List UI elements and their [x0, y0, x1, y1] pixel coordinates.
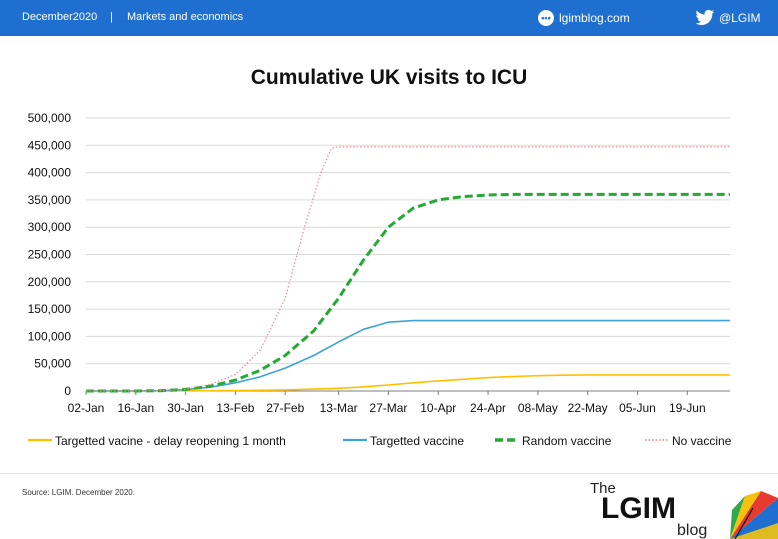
- y-tick-label: 200,000: [28, 275, 72, 289]
- icu-line-chart: Cumulative UK visits to ICU 0 50,000 100,0…: [28, 66, 732, 448]
- header-bar: December2020 | Markets and economics •••…: [0, 0, 778, 36]
- twitter-handle: @LGIM: [719, 11, 761, 25]
- chart-title: Cumulative UK visits to ICU: [251, 66, 528, 89]
- x-tick-label: 22-May: [568, 401, 608, 415]
- series-line: [86, 319, 730, 392]
- y-tick-label: 50,000: [34, 357, 71, 371]
- x-tick-label: 13-Mar: [320, 401, 358, 415]
- blog-url: lgimblog.com: [559, 11, 630, 25]
- series-line: [86, 146, 730, 392]
- twitter-bird-icon: [695, 9, 715, 25]
- legend-label: No vaccine: [672, 434, 732, 448]
- legend-label: Targetted vacine - delay reopening 1 mon…: [55, 434, 286, 448]
- x-tick-label: 24-Apr: [470, 401, 506, 415]
- header-separator: |: [110, 11, 113, 23]
- x-tick-label: 27-Feb: [266, 401, 304, 415]
- legend: Targetted vacine - delay reopening 1 mon…: [28, 434, 732, 448]
- lgim-blog-logo: The LGIM blog: [590, 480, 778, 539]
- y-tick-label: 150,000: [28, 302, 72, 316]
- source-note: Source: LGIM. December 2020.: [22, 488, 135, 497]
- y-tick-label: 100,000: [28, 329, 72, 343]
- series-line: [86, 192, 730, 393]
- y-tick-label: 0: [64, 384, 71, 398]
- logo-name: LGIM: [601, 492, 676, 525]
- x-tick-label: 19-Jun: [669, 401, 706, 415]
- series-lines: [86, 146, 730, 393]
- y-tick-label: 450,000: [28, 138, 72, 152]
- x-tick-label: 02-Jan: [68, 401, 105, 415]
- logo-the: The: [590, 480, 616, 497]
- x-tick-label: 30-Jan: [167, 401, 204, 415]
- legend-label: Targetted vaccine: [370, 434, 464, 448]
- y-tick-label: 400,000: [28, 166, 72, 180]
- publication-date: December2020: [22, 11, 98, 23]
- series-line: [86, 374, 730, 392]
- x-tick-label: 08-May: [518, 401, 558, 415]
- x-tick-label: 13-Feb: [216, 401, 254, 415]
- axes: 0 50,000 100,000 150,000 200,000 250,000 300,0…: [28, 111, 730, 415]
- umbrella-icon: [730, 491, 778, 539]
- footer-divider: [0, 473, 778, 474]
- category-link[interactable]: Markets and economics: [127, 11, 244, 23]
- y-tick-label: 250,000: [28, 248, 72, 262]
- y-tick-label: 300,000: [28, 220, 72, 234]
- x-tick-label: 27-Mar: [369, 401, 407, 415]
- y-tick-label: 350,000: [28, 193, 72, 207]
- chat-bubble-icon: •••: [538, 10, 554, 26]
- gridlines: [86, 117, 730, 365]
- x-tick-label: 05-Jun: [619, 401, 656, 415]
- logo-blog: blog: [677, 522, 707, 539]
- x-tick-label: 16-Jan: [117, 401, 154, 415]
- x-tick-label: 10-Apr: [420, 401, 456, 415]
- legend-label: Random vaccine: [522, 434, 612, 448]
- y-tick-label: 500,000: [28, 111, 72, 125]
